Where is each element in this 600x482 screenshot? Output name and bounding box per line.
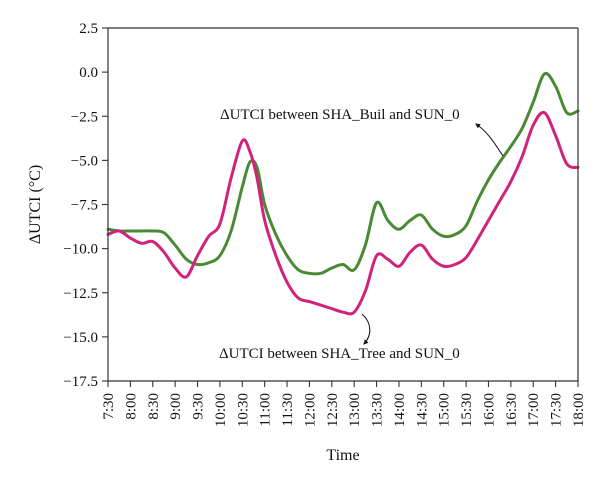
y-tick-label: −10.0 [63,242,98,258]
x-tick-label: 15:00 [437,393,453,427]
annotation-arrow-1 [475,123,504,157]
y-tick-label: −5.0 [71,153,98,169]
x-tick-label: 13:30 [370,393,386,427]
x-tick-label: 14:00 [392,393,408,427]
x-tick-label: 12:30 [325,393,341,427]
x-tick-label: 9:00 [168,393,184,420]
x-tick-label: 16:00 [481,393,497,427]
annotation-text-2: ΔUTCI between SHA_Tree and SUN_0 [219,346,460,362]
y-tick-label: 0.0 [79,65,98,81]
label-layer: Time ΔUTCI (°C) [27,165,360,464]
axis-layer: 2.5 0.0 −2.5 −5.0 −7.5 −10.0 −12.5 −15.0 −17.57:… [63,21,587,427]
x-tick-label: 17:30 [549,393,565,427]
annotation-arrow-2 [361,313,371,345]
x-axis-label: Time [326,447,359,464]
x-tick-label: 15:30 [459,393,475,427]
y-tick-label: −12.5 [63,286,98,302]
x-tick-label: 7:30 [101,393,117,420]
annotation-text-1: ΔUTCI between SHA_Buil and SUN_0 [220,107,460,123]
x-tick-label: 11:30 [280,393,296,427]
series-line-1 [106,71,580,276]
series-line-2 [106,110,580,316]
x-tick-label: 14:30 [414,393,430,427]
y-tick-label: −17.5 [63,374,98,390]
y-tick-label: 2.5 [79,21,98,37]
x-tick-label: 10:00 [213,393,229,427]
x-tick-label: 12:00 [302,393,318,427]
y-axis-label: ΔUTCI (°C) [27,165,44,244]
x-tick-label: 11:00 [258,393,274,427]
y-tick-label: −7.5 [71,198,98,214]
x-tick-label: 8:30 [146,393,162,420]
y-tick-label: −2.5 [71,109,98,125]
annotation-layer: ΔUTCI between SHA_Buil and SUN_0 ΔUTCI be… [219,107,504,362]
x-tick-label: 9:30 [191,393,207,420]
x-tick-label: 18:00 [571,393,587,427]
x-tick-label: 16:30 [504,393,520,427]
x-tick-label: 13:00 [347,393,363,427]
x-tick-label: 10:30 [235,393,251,427]
x-tick-label: 17:00 [526,393,542,427]
plot-layer [106,71,580,316]
y-tick-label: −15.0 [63,330,98,346]
x-tick-label: 8:00 [123,393,139,420]
